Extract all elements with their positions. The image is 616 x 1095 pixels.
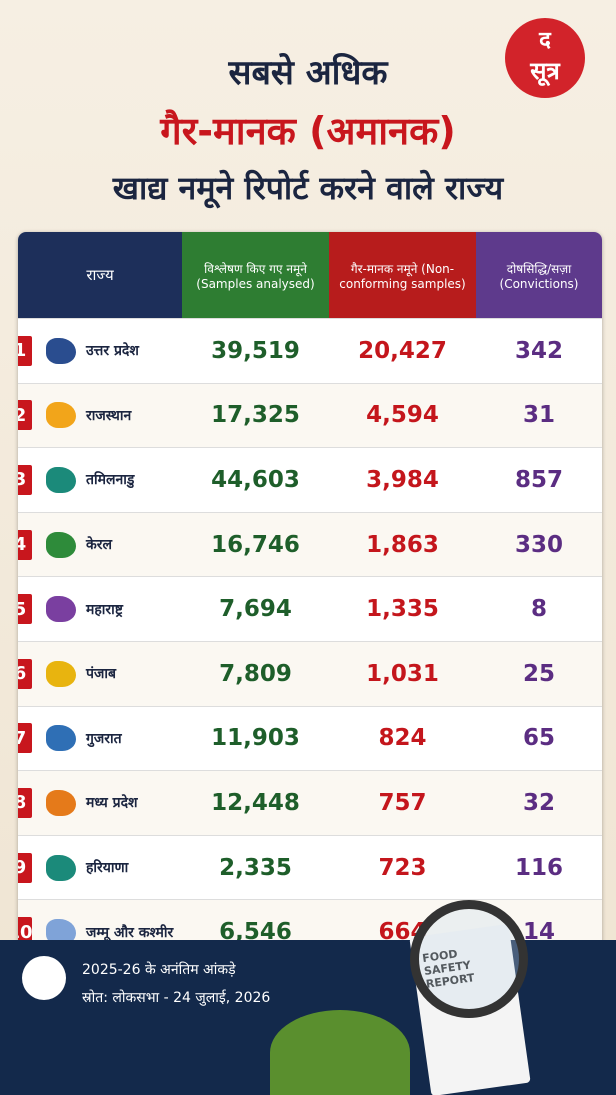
state-cell: राजस्थान [18,402,182,429]
rank-badge: 2 [18,400,32,431]
value-cell: 824 [378,725,427,752]
value-cell: 116 [514,854,563,881]
magnifier [410,900,528,1018]
value-cell: 857 [514,466,563,493]
state-name: उत्तर प्रदेश [86,343,139,360]
state-name: राजस्थान [86,407,132,424]
value-cell: 8 [530,596,547,623]
table: राज्य विश्लेषण किए गए नमूने (Samples ana… [18,232,602,964]
rank-badge: 10 [18,917,33,948]
table-row: 8 मध्य प्रदेश 12,448 757 32 [18,770,602,835]
col-header: दोषसिद्धि/सज़ा (Convictions) [476,232,602,318]
state-cell: तमिलनाडु [18,466,182,493]
state-name: महाराष्ट्र [86,601,123,618]
value-cell: 65 [522,725,555,752]
table-row: 6 पंजाब 7,809 1,031 25 [18,640,602,706]
value-cell: 7,809 [219,660,292,687]
value-cell: 330 [514,531,563,558]
state-map [46,402,76,429]
value-cell: 12,448 [211,789,300,816]
state-name: मध्य प्रदेश [86,795,138,812]
col-header: गैर-मानक नमूने (Non-conforming samples) [329,232,476,318]
state-map [46,337,76,364]
state-name: जम्मू और कश्मीर [86,924,174,941]
source: स्रोत: लोकसभा - 24 जुलाई, 2026 [82,990,271,1006]
logo-bottom: सूत्र [530,57,560,85]
state-name: केरल [86,537,112,554]
title-line2: गैर-मानक (अमानक) [160,109,456,153]
value-cell: 1,335 [366,596,439,623]
state-map [46,789,76,816]
logo: द सूत्र [505,18,585,98]
table-row: 1 उत्तर प्रदेश 39,519 20,427 342 [18,318,602,383]
value-cell: 2,335 [219,854,292,881]
table-body: 1 उत्तर प्रदेश 39,519 20,427 342 2 राजस्थान 17,… [18,318,602,964]
state-cell: हरियाणा [18,854,182,881]
state-map [46,531,76,558]
state-name: हरियाणा [86,860,129,877]
rank-badge: 8 [18,787,32,818]
value-cell: 723 [378,854,427,881]
rank-badge: 7 [18,723,32,754]
state-cell: महाराष्ट्र [18,596,182,623]
state-map [46,854,76,881]
title-line3: खाद्य नमूने रिपोर्ट करने वाले राज्य [112,169,504,207]
state-cell: पंजाब [18,660,182,687]
logo-top: द [539,28,551,53]
state-map [46,596,76,623]
value-cell: 1,031 [366,660,439,687]
value-cell: 3,984 [366,466,439,493]
value-cell: 16,746 [211,531,300,558]
value-cell: 4,594 [366,402,439,429]
header-row: राज्य विश्लेषण किए गए नमूने (Samples ana… [18,232,602,318]
value-cell: 39,519 [211,337,300,364]
value-cell: 342 [514,337,563,364]
value-cell: 17,325 [211,402,300,429]
value-cell: 757 [378,789,427,816]
state-cell: मध्य प्रदेश [18,789,182,816]
rank-badge: 1 [18,335,32,366]
state-map [46,466,76,493]
footer: 2025-26 के अनंतिम आंकड़े स्रोत: लोकसभा -… [0,900,616,1095]
title-line1: सबसे अधिक [228,53,388,93]
value-cell: 11,903 [211,725,300,752]
table-row: 5 महाराष्ट्र 7,694 1,335 8 [18,576,602,641]
value-cell: 25 [522,660,555,687]
state-name: गुजरात [86,730,122,747]
rank-badge: 5 [18,594,32,625]
value-cell: 31 [522,402,555,429]
rank-badge: 4 [18,529,32,560]
table-row: 2 राजस्थान 17,325 4,594 31 [18,382,602,448]
state-cell: केरल [18,531,182,558]
value-cell: 32 [522,789,555,816]
table-row: 4 केरल 16,746 1,863 330 [18,511,602,577]
state-name: तमिलनाडु [86,472,135,489]
col-header: राज्य [18,232,182,318]
state-map [46,725,76,752]
rank-badge: 3 [18,464,32,495]
state-map [46,660,76,687]
vegetables [270,1010,410,1095]
value-cell: 7,694 [219,596,292,623]
note: 2025-26 के अनंतिम आंकड़े [82,962,236,978]
state-cell: गुजरात [18,725,182,752]
table-row: 9 हरियाणा 2,335 723 116 [18,834,602,900]
clipboard-icon [22,956,66,1000]
table-row: 3 तमिलनाडु 44,603 3,984 857 [18,447,602,512]
value-cell: 44,603 [211,466,300,493]
col-header: विश्लेषण किए गए नमूने (Samples analysed) [182,232,329,318]
rank-badge: 9 [18,852,32,883]
state-cell: उत्तर प्रदेश [18,337,182,364]
value-cell: 20,427 [358,337,447,364]
rank-badge: 6 [18,658,32,689]
table-row: 7 गुजरात 11,903 824 65 [18,705,602,771]
value-cell: 1,863 [366,531,439,558]
state-name: पंजाब [86,666,116,683]
